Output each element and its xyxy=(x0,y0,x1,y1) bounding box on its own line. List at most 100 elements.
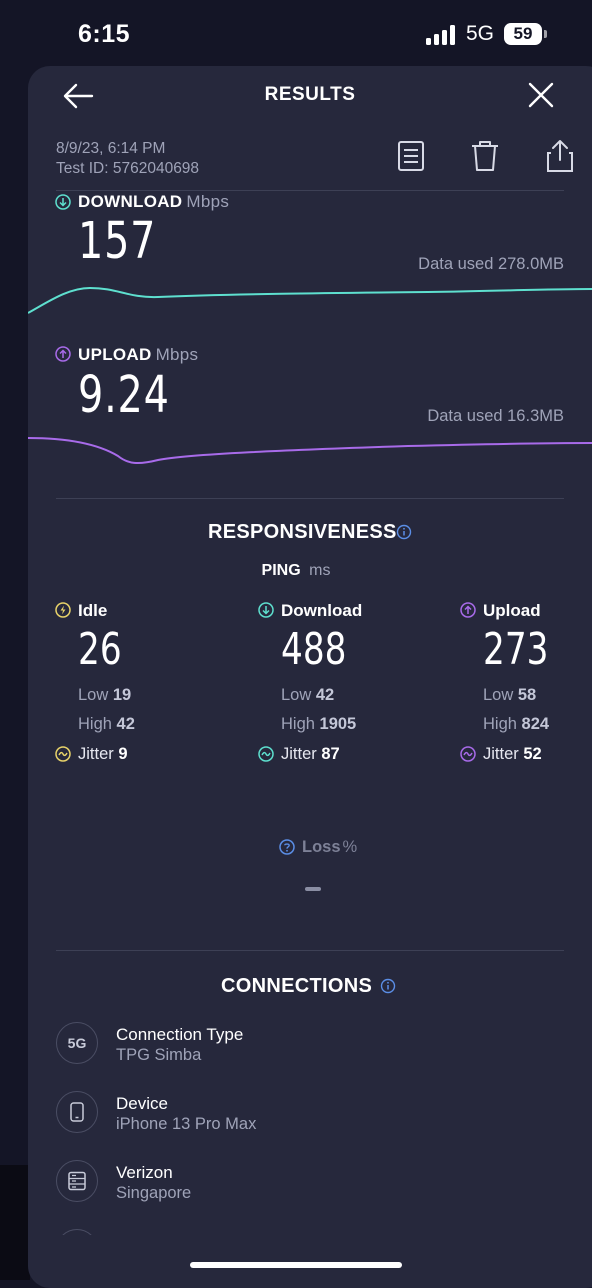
close-icon[interactable] xyxy=(524,78,558,112)
upload-label: UPLOAD Mbps xyxy=(78,345,198,365)
jitter-value: 9 xyxy=(118,745,128,763)
low-value: 19 xyxy=(112,686,132,704)
high-value: 1905 xyxy=(319,715,357,733)
download-low: Low 42 xyxy=(281,686,334,705)
divider xyxy=(56,190,564,191)
connection-type-value: TPG Simba xyxy=(116,1046,202,1064)
download-speed: 157 xyxy=(78,212,157,271)
battery-level: 59 xyxy=(513,24,533,43)
high-label: High xyxy=(281,715,315,733)
trash-icon[interactable] xyxy=(468,138,502,174)
low-label: Low xyxy=(483,686,514,704)
high-label: High xyxy=(483,715,517,733)
device-icon-frame xyxy=(56,1091,98,1133)
background-panel xyxy=(0,1165,30,1280)
share-icon[interactable] xyxy=(543,138,577,174)
connections-title: CONNECTIONS xyxy=(221,975,373,997)
signal-strength-icon xyxy=(426,25,455,45)
jitter-icon xyxy=(460,746,476,762)
divider xyxy=(56,950,564,951)
server-title: Verizon xyxy=(116,1163,173,1182)
upload-title: UPLOAD xyxy=(78,345,152,364)
help-icon[interactable] xyxy=(279,839,295,855)
jitter-value: 52 xyxy=(523,745,542,763)
device-value: iPhone 13 Pro Max xyxy=(116,1115,257,1133)
battery-indicator: 59 xyxy=(504,23,547,47)
phone-icon xyxy=(70,1102,84,1122)
upload-jitter: Jitter 52 xyxy=(483,745,542,764)
upload-high: High 824 xyxy=(483,715,549,734)
idle-high: High 42 xyxy=(78,715,135,734)
server-icon-frame xyxy=(56,1160,98,1202)
5g-icon: 5G xyxy=(67,1035,87,1051)
server-location: Singapore xyxy=(116,1184,192,1202)
loss-label: Loss% xyxy=(302,838,357,857)
loss-unit: % xyxy=(342,838,358,856)
ping-unit: ms xyxy=(309,562,331,579)
upload-speed-graph xyxy=(28,437,592,465)
upload-arrow-icon xyxy=(460,602,476,618)
ping-label: PING xyxy=(261,562,301,579)
high-value: 824 xyxy=(521,715,550,733)
responsiveness-title: RESPONSIVENESS xyxy=(208,521,397,543)
status-bar: 6:15 5G 59 xyxy=(0,0,592,64)
upload-ping: 273 xyxy=(483,624,549,675)
battery-tip xyxy=(544,30,547,38)
low-label: Low xyxy=(281,686,312,704)
battery-icon xyxy=(504,23,542,45)
idle-jitter: Jitter 9 xyxy=(78,745,128,764)
download-high: High 1905 xyxy=(281,715,356,734)
idle-label: Idle xyxy=(78,601,108,620)
upload-arrow-icon xyxy=(55,346,71,362)
idle-ping: 26 xyxy=(78,624,122,675)
download-arrow-icon xyxy=(258,602,274,618)
jitter-label: Jitter xyxy=(78,745,114,763)
upload-ping-label: Upload xyxy=(483,601,541,620)
jitter-label: Jitter xyxy=(483,745,519,763)
high-label: High xyxy=(78,715,112,733)
jitter-icon xyxy=(258,746,274,762)
info-icon[interactable] xyxy=(396,524,412,540)
divider xyxy=(56,498,564,499)
low-label: Low xyxy=(78,686,109,704)
back-arrow-icon[interactable] xyxy=(60,78,96,114)
low-value: 58 xyxy=(517,686,537,704)
idle-low: Low 19 xyxy=(78,686,131,705)
upload-unit: Mbps xyxy=(155,345,199,364)
results-sheet xyxy=(28,66,592,1288)
report-icon[interactable] xyxy=(394,138,428,174)
download-jitter: Jitter 87 xyxy=(281,745,340,764)
low-value: 42 xyxy=(315,686,335,704)
idle-lightning-icon xyxy=(55,602,71,618)
jitter-label: Jitter xyxy=(281,745,317,763)
download-label: DOWNLOAD Mbps xyxy=(78,192,229,212)
download-arrow-icon xyxy=(55,194,71,210)
upload-data-used: Data used 16.3MB xyxy=(427,407,564,425)
status-time: 6:15 xyxy=(78,20,131,48)
test-date: 8/9/23, 6:14 PM xyxy=(56,140,166,157)
ping-header: PING ms xyxy=(0,562,592,580)
info-icon[interactable] xyxy=(380,978,396,994)
circle-icon xyxy=(56,1229,98,1235)
jitter-value: 87 xyxy=(321,745,340,763)
download-title: DOWNLOAD xyxy=(78,192,183,211)
high-value: 42 xyxy=(116,715,135,733)
network-type: 5G xyxy=(466,22,495,45)
download-ping-label: Download xyxy=(281,601,363,620)
download-unit: Mbps xyxy=(186,192,230,211)
loss-title: Loss xyxy=(302,838,341,856)
loss-value-empty xyxy=(305,887,321,891)
responsiveness-header: RESPONSIVENESS xyxy=(208,521,397,544)
download-ping: 488 xyxy=(281,624,347,675)
upload-speed: 9.24 xyxy=(78,366,170,425)
test-id: Test ID: 5762040698 xyxy=(56,160,200,177)
next-item-icon-partial xyxy=(56,1229,98,1235)
home-indicator[interactable] xyxy=(190,1262,402,1268)
download-speed-graph xyxy=(28,286,592,314)
server-icon xyxy=(68,1171,86,1191)
connection-type-title: Connection Type xyxy=(116,1025,244,1044)
page-title: RESULTS xyxy=(264,84,356,105)
connection-type-icon: 5G xyxy=(56,1022,98,1064)
download-data-used: Data used 278.0MB xyxy=(418,255,564,273)
upload-low: Low 58 xyxy=(483,686,536,705)
